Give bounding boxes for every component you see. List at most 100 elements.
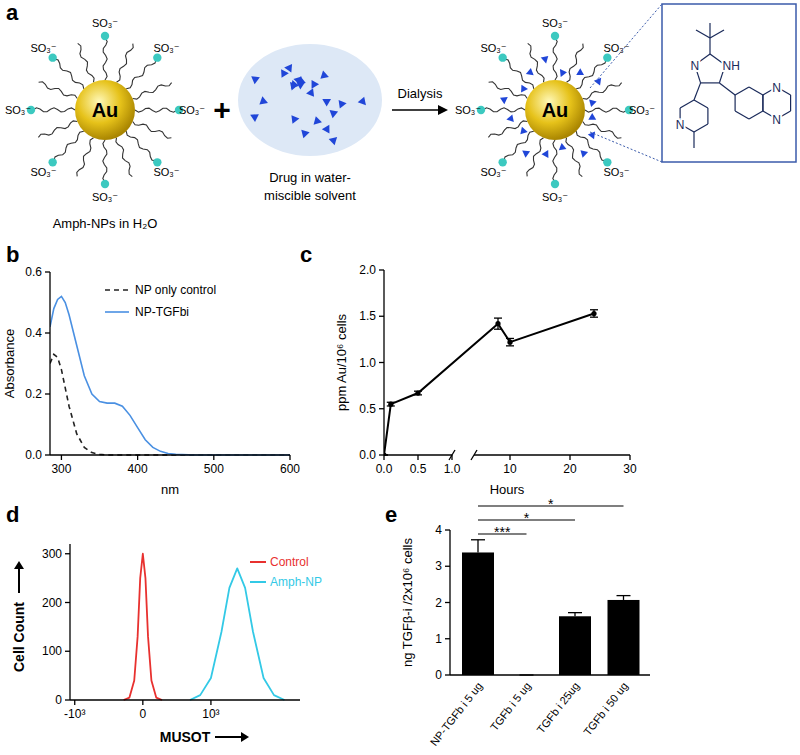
x-tick (509, 455, 510, 460)
x-tick (451, 455, 452, 460)
bar (608, 600, 640, 675)
bond (696, 30, 710, 38)
drug-molecule (322, 95, 333, 106)
ligand (126, 131, 156, 161)
error-bar (617, 596, 631, 600)
x-axis-title: MUSOT (160, 729, 211, 745)
error-bar-cap (471, 539, 485, 540)
bond (734, 95, 735, 111)
panel-letter: c (300, 242, 312, 267)
y-tick-label: 200 (42, 596, 62, 610)
x-tick-label: -10³ (64, 707, 85, 721)
zoom-line (590, 4, 662, 88)
arrow-head (438, 105, 448, 115)
figure: aSO₃⁻SO₃⁻SO₃⁻SO₃⁻SO₃⁻SO₃⁻SO₃⁻SO₃⁻AuAmph-… (0, 0, 800, 755)
data-point (415, 390, 420, 395)
bond (735, 87, 749, 95)
data-point (591, 311, 596, 316)
y-axis (69, 544, 70, 700)
error-bar (494, 318, 502, 329)
bond (762, 95, 763, 111)
gold-core (525, 80, 585, 140)
y-tick-label: 100 (42, 644, 62, 658)
axis-arrow (18, 567, 20, 593)
ligand-end-label: SO₃⁻ (603, 42, 629, 54)
ligand-end-label: SO₃⁻ (179, 104, 205, 116)
bond (749, 111, 763, 119)
bond (694, 124, 708, 132)
error-bar-cap (494, 317, 502, 318)
core-label: Au (92, 99, 119, 121)
x-axis (70, 699, 300, 700)
ligand (585, 108, 627, 112)
y-tick-label: 3 (435, 559, 442, 573)
ligand (566, 138, 582, 177)
ligand (483, 108, 525, 112)
y-axis (49, 272, 50, 455)
ligand (488, 121, 527, 137)
sulfonate-head (101, 32, 109, 40)
y-tick (65, 699, 70, 700)
y-axis-title: ng TGFβ-i /2x10⁶ cells (400, 538, 415, 667)
x-tick-label: 400 (128, 462, 148, 476)
ligand-end-label: SO₃⁻ (92, 191, 118, 203)
plus-sign: + (213, 93, 231, 126)
y-tick-label: 0.0 (359, 448, 376, 462)
y-tick-label: 0.6 (25, 265, 42, 279)
x-axis-title: nm (161, 482, 179, 497)
data-point (507, 340, 512, 345)
x-tick (61, 455, 62, 460)
y-axis-title: ppm Au/10⁶ cells (334, 313, 349, 411)
drug-molecule (594, 78, 604, 87)
ligand (33, 108, 75, 112)
bond (694, 83, 701, 100)
error-bar (387, 402, 395, 406)
bar (559, 616, 591, 675)
y-tick (379, 454, 384, 455)
y-tick (445, 638, 450, 639)
y-tick-label: 0 (55, 693, 62, 707)
y-tick-label: 0.4 (25, 326, 42, 340)
ligand (133, 122, 172, 139)
error-bar-cap (506, 345, 514, 346)
histogram-line (124, 554, 162, 700)
y-tick-label: 1.5 (359, 309, 376, 323)
bond (709, 23, 710, 38)
y-tick (379, 362, 384, 363)
solvent (238, 44, 382, 156)
drug-molecule (322, 123, 333, 134)
ligand-end-label: SO₃⁻ (153, 166, 179, 178)
x-tick (137, 455, 138, 460)
error-bar (568, 613, 582, 617)
error-bar (414, 391, 422, 395)
axis-arrow-head (241, 732, 249, 742)
x-tick-label: 0.5 (410, 462, 427, 476)
error-bar-cap (494, 329, 502, 330)
drug-molecule (576, 68, 586, 78)
ligand-end-label: SO₃⁻ (30, 166, 56, 178)
ligand (54, 59, 84, 89)
ligand (117, 44, 134, 83)
atom-label: N (690, 59, 699, 73)
x-tick-label: 10 (503, 462, 517, 476)
y-tick-label: 0.5 (359, 402, 376, 416)
ligand (528, 43, 544, 82)
bond (762, 95, 763, 111)
ligand-end-label: SO₃⁻ (92, 17, 118, 29)
spectrum-line (50, 296, 290, 455)
error-bar-cap (568, 612, 582, 613)
gold-core (75, 80, 135, 140)
error-bar-stem (477, 540, 478, 553)
x-tick (210, 700, 211, 705)
error-bar (506, 338, 514, 345)
uptake-line (384, 313, 594, 455)
y-axis-title: Cell Count (11, 602, 27, 672)
error-bar (471, 540, 485, 553)
ligand (77, 138, 94, 177)
significance-label: * (548, 496, 554, 512)
ligand (135, 108, 177, 112)
ligand (504, 131, 534, 161)
x-tick-label: 10³ (202, 707, 219, 721)
y-axis-title: Absorbance (2, 329, 17, 398)
x-tick-label: 20 (563, 462, 577, 476)
